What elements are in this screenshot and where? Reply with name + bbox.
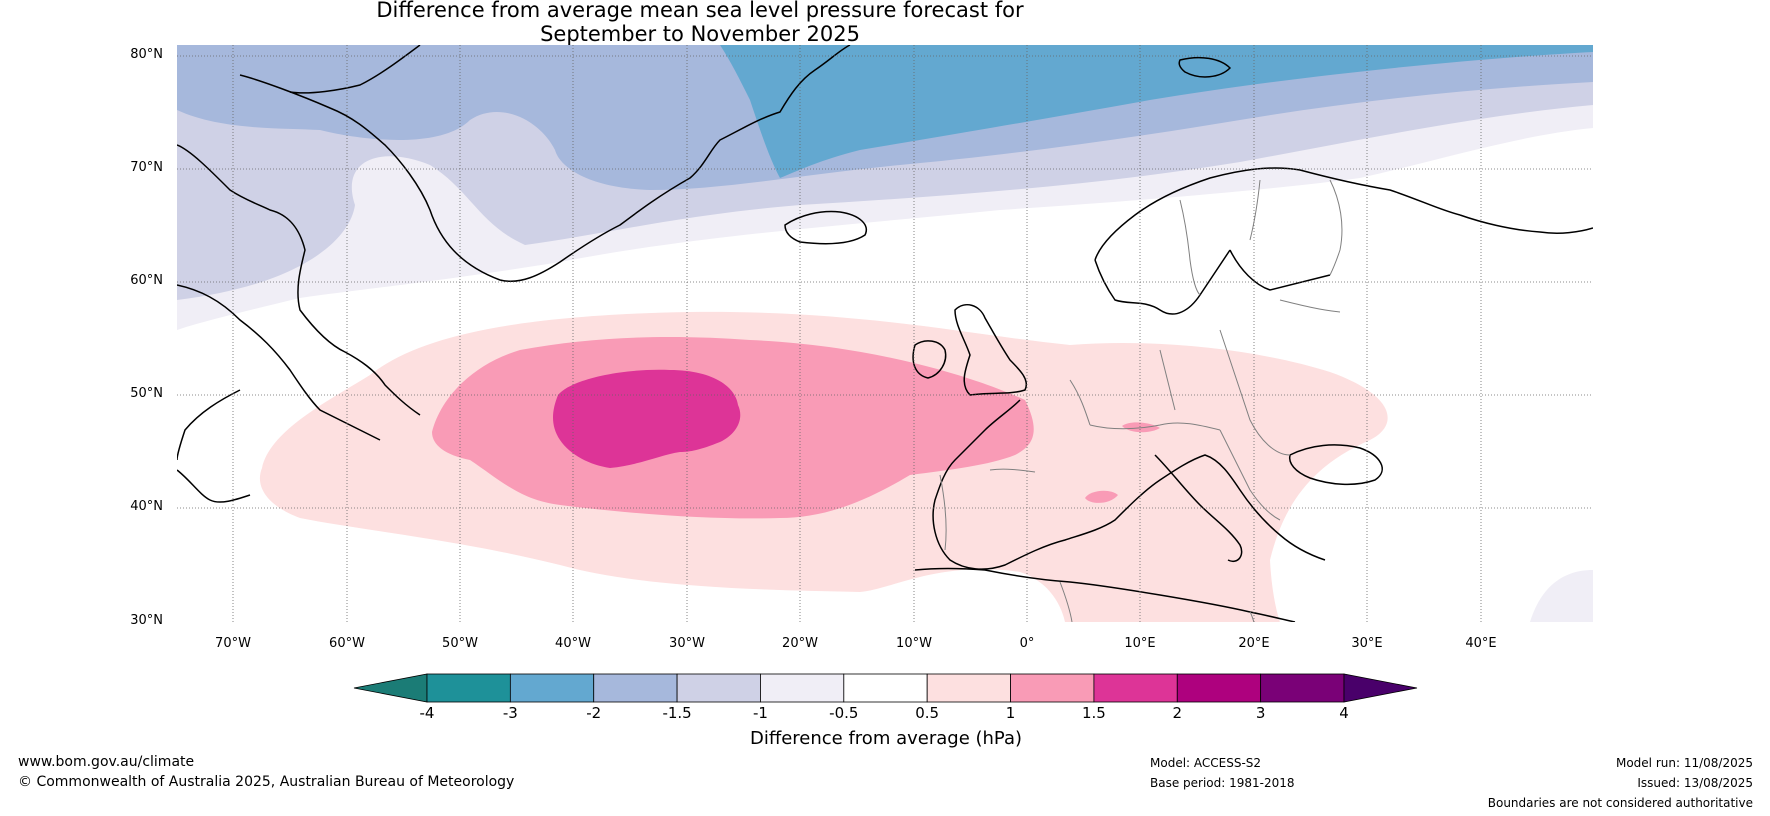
colorbar-extend-high [1343, 673, 1418, 703]
coast-britain [954, 303, 1027, 396]
coast-baltic-finland [1229, 249, 1331, 291]
border-france-spain [989, 468, 1036, 473]
colorbar-tick-label: -0.5 [829, 704, 859, 722]
colorbar-label: Difference from average (hPa) [749, 728, 1023, 749]
border-sweden-norway [1179, 199, 1201, 296]
contour-pos-1-alps [1122, 422, 1160, 433]
lat-label-40n: 40°N [130, 499, 163, 514]
colorbar-segment [1176, 673, 1262, 703]
website-text: www.bom.gov.au/climate [18, 754, 195, 770]
coast-iceland [784, 210, 867, 245]
lon-label-50w: 50°W [442, 636, 478, 651]
colorbar-tick-label: 4 [1339, 704, 1349, 722]
issued-text: Issued: 13/08/2025 [1637, 776, 1753, 790]
coast-canada-arctic [177, 144, 421, 416]
coast-greenland-north [289, 45, 421, 94]
coast-norway [1094, 167, 1461, 261]
graticule [177, 45, 1593, 622]
contour-neg-bottom-right [1530, 570, 1593, 622]
border-central-europe [1089, 422, 1221, 431]
coast-us-east [177, 469, 251, 503]
colorbar-segment [926, 673, 1011, 703]
colorbar-tick-label: 1.5 [1081, 704, 1106, 722]
lon-label-0: 0° [1019, 636, 1035, 651]
coast-labrador-newfoundland [177, 284, 381, 441]
colorbar-segment [426, 673, 511, 703]
coast-europe-west [932, 399, 1326, 570]
colorbar-segments [353, 673, 1418, 703]
contour-pos-1.5 [553, 369, 741, 468]
map-title-line2: September to November 2025 [540, 22, 860, 46]
coast-ireland [912, 340, 947, 379]
lat-label-80n: 80°N [130, 47, 163, 62]
coast-svalbard [1178, 56, 1232, 78]
colorbar-tick-label: 2 [1172, 704, 1183, 722]
coast-black-sea [1288, 444, 1383, 486]
lon-label-40w: 40°W [555, 636, 591, 651]
lon-label-30e: 30°E [1351, 636, 1383, 651]
colorbar-segment [1260, 673, 1345, 703]
coast-scandinavia-south [1094, 249, 1231, 315]
country-borders [939, 179, 1343, 622]
colorbar-extend-low [353, 673, 428, 703]
colorbar-segment [1010, 673, 1095, 703]
border-baltics [1279, 299, 1341, 313]
lon-label-20e: 20°E [1238, 636, 1270, 651]
contour-neg-2 [720, 45, 1593, 178]
copyright-text: © Commonwealth of Australia 2025, Austra… [18, 774, 515, 790]
border-north-africa [1059, 581, 1073, 622]
base-period-text: Base period: 1981-2018 [1150, 776, 1295, 790]
colorbar-tick-label: -1 [752, 704, 768, 722]
coast-russia-arctic [1459, 214, 1593, 234]
colorbar-segment [676, 673, 761, 703]
map-title-line1: Difference from average mean sea level p… [376, 0, 1024, 22]
colorbar-segment [509, 673, 595, 703]
lon-label-30w: 30°W [669, 636, 705, 651]
border-balkans [1219, 429, 1281, 521]
model-text: Model: ACCESS-S2 [1150, 756, 1262, 770]
colorbar-segment [1093, 673, 1178, 703]
border-spain-portugal [939, 474, 947, 551]
lon-label-40e: 40°E [1465, 636, 1497, 651]
border-france-germany [1069, 379, 1091, 426]
colorbar-tick-label: -2 [586, 704, 602, 722]
border-eastern-europe [1219, 329, 1291, 456]
coast-nova-scotia [177, 389, 241, 461]
colorbar-tick-label: -3 [502, 704, 518, 722]
lon-label-20w: 20°W [782, 636, 818, 651]
lat-label-50n: 50°N [130, 386, 163, 401]
border-germany-poland [1159, 349, 1176, 411]
map-title: Difference from average mean sea level p… [0, 0, 1400, 46]
coast-italy [1154, 454, 1243, 562]
lat-label-70n: 70°N [130, 160, 163, 175]
lat-label-60n: 60°N [130, 273, 163, 288]
colorbar-segment [760, 673, 845, 703]
lon-label-60w: 60°W [329, 636, 365, 651]
model-run-text: Model run: 11/08/2025 [1615, 756, 1753, 770]
colorbar-tick-label: 1 [1005, 704, 1016, 722]
colorbar-segment [593, 673, 678, 703]
lat-label-30n: 30°N [130, 613, 163, 628]
colorbar-tick-label: -1.5 [662, 704, 692, 722]
lon-label-10w: 10°W [896, 636, 932, 651]
disclaimer-text: Boundaries are not considered authoritat… [1487, 796, 1753, 810]
contour-pos-1-sardinia [1085, 490, 1118, 503]
map-fields [177, 45, 1593, 622]
border-sweden-finland [1249, 179, 1261, 241]
lon-label-10e: 10°E [1124, 636, 1156, 651]
colorbar-segment [843, 673, 928, 703]
colorbar-tick-label: 3 [1255, 704, 1266, 722]
colorbar-tick-label: -4 [419, 704, 435, 722]
border-finland-russia [1329, 179, 1343, 276]
lon-label-70w: 70°W [215, 636, 251, 651]
colorbar-tick-label: 0.5 [915, 704, 940, 722]
